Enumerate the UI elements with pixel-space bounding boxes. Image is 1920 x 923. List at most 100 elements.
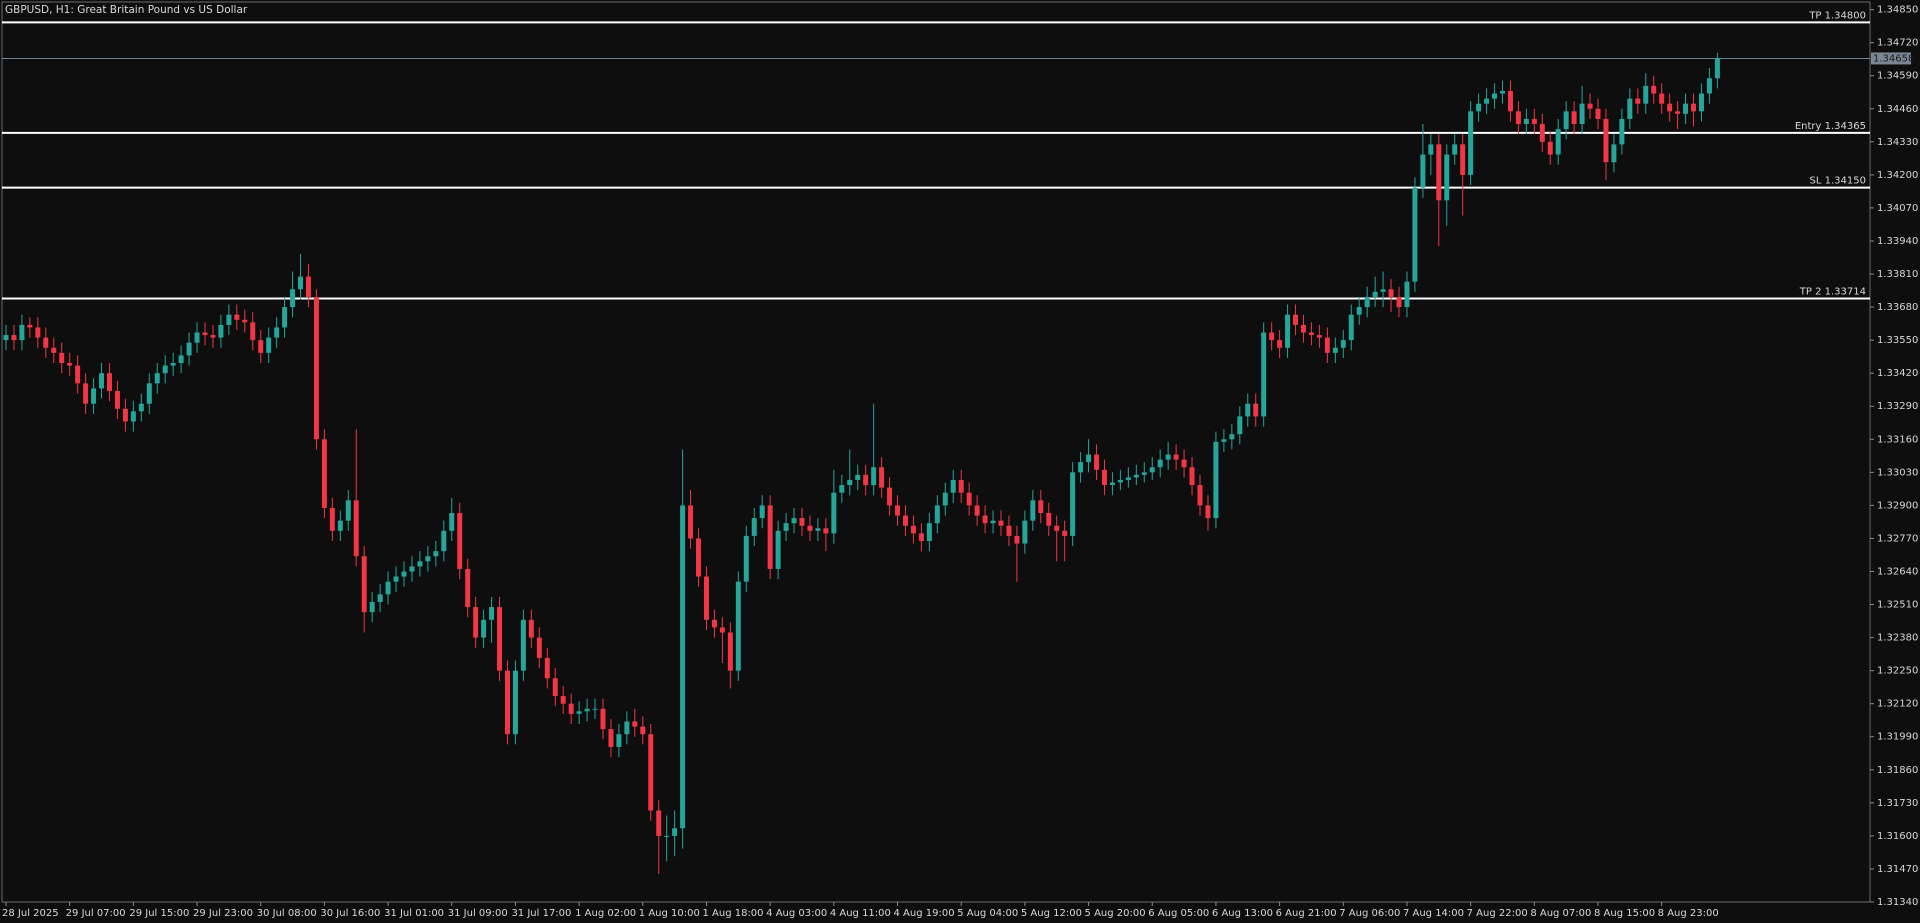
candle-body — [918, 533, 924, 541]
candle-body — [863, 474, 869, 486]
candle-body — [1555, 129, 1561, 155]
candle-body — [162, 365, 168, 374]
candle-body — [966, 492, 972, 506]
candle-body — [1157, 459, 1163, 468]
candle-body — [759, 505, 765, 519]
candle-body — [504, 670, 510, 735]
candle-body — [43, 337, 49, 348]
candle-body — [11, 335, 17, 341]
y-tick-label: 1.31340 — [1877, 897, 1918, 908]
candle-body — [1388, 289, 1394, 297]
candle-body — [1364, 296, 1370, 308]
candle-body — [1420, 154, 1426, 188]
candle-body — [202, 332, 208, 336]
candle-body — [1117, 479, 1123, 483]
x-tick-label: 31 Jul 17:00 — [511, 908, 571, 919]
candle-body — [1245, 403, 1251, 417]
candle-body — [934, 505, 940, 524]
candle-body — [1332, 347, 1338, 353]
candle-body — [1054, 525, 1060, 531]
candle-body — [1619, 118, 1625, 145]
candle-body — [600, 708, 606, 730]
x-tick-label: 6 Aug 21:00 — [1276, 908, 1337, 919]
y-tick-label: 1.31600 — [1877, 831, 1918, 842]
candle-body — [680, 505, 686, 829]
y-tick-label: 1.33160 — [1877, 434, 1918, 445]
candle-body — [815, 528, 821, 531]
y-tick-label: 1.34330 — [1877, 137, 1918, 148]
candle-body — [950, 479, 956, 493]
candle-body — [99, 373, 105, 389]
candle-body — [1078, 462, 1084, 473]
candle-body — [154, 373, 160, 384]
candle-body — [1396, 296, 1402, 308]
candle-body — [186, 342, 192, 356]
candle-body — [106, 373, 112, 391]
candle-body — [711, 619, 717, 628]
x-tick-label: 7 Aug 06:00 — [1339, 908, 1400, 919]
candle-body — [425, 556, 431, 562]
candle-body — [1109, 482, 1115, 486]
y-tick-label: 1.31730 — [1877, 798, 1918, 809]
candle-body — [584, 708, 590, 712]
candle-body — [298, 276, 304, 290]
candle-body — [735, 581, 741, 671]
candle-body — [847, 479, 853, 486]
candle-body — [1229, 434, 1235, 440]
candle-body — [473, 607, 479, 638]
candle-body — [982, 515, 988, 524]
candle-body — [592, 708, 598, 710]
candle-body — [337, 520, 343, 531]
candle-body — [1659, 93, 1665, 104]
x-tick-label: 31 Jul 09:00 — [448, 908, 508, 919]
candle-body — [489, 607, 495, 620]
candle-body — [1452, 144, 1458, 155]
candle-body — [1587, 103, 1593, 109]
candle-body — [664, 835, 670, 837]
candle-body — [520, 619, 526, 671]
candle-body — [1691, 103, 1697, 112]
candle-body — [1476, 103, 1482, 112]
candle-body — [783, 523, 789, 531]
candle-body — [544, 657, 550, 679]
candle-body — [879, 467, 885, 488]
candle-body — [250, 322, 256, 341]
candle-body — [1125, 477, 1131, 480]
candle-body — [1563, 111, 1569, 130]
x-tick-label: 6 Aug 13:00 — [1212, 908, 1273, 919]
candle-body — [719, 627, 725, 633]
candle-body — [210, 335, 216, 338]
candle-body — [831, 492, 837, 534]
candle-body — [512, 670, 518, 735]
candle-body — [361, 556, 367, 613]
candle-body — [1006, 525, 1012, 536]
candle-body — [1149, 467, 1155, 473]
candle-body — [194, 332, 200, 343]
candle-body — [616, 734, 622, 747]
candle-body — [1579, 103, 1585, 125]
candle-body — [1460, 144, 1466, 175]
candle-body — [1141, 472, 1147, 475]
candle-body — [1070, 472, 1076, 536]
candle-body — [1237, 416, 1243, 435]
candle-body — [1094, 454, 1100, 470]
candle-body — [433, 551, 439, 557]
candle-body — [1698, 93, 1704, 112]
candle-body — [1683, 103, 1689, 114]
candle-body — [1675, 111, 1681, 114]
candle-body — [743, 535, 749, 582]
candle-body — [1468, 111, 1474, 175]
candle-body — [1484, 98, 1490, 104]
candle-body — [83, 383, 89, 404]
candle-body — [648, 734, 654, 811]
candle-body — [274, 327, 280, 338]
y-tick-label: 1.31860 — [1877, 765, 1918, 776]
candle-body — [305, 276, 311, 297]
candle-body — [1316, 335, 1322, 338]
candle-body — [855, 474, 861, 480]
candle-body — [1372, 291, 1378, 297]
candle-body — [481, 619, 487, 638]
candle-body — [1643, 85, 1649, 104]
x-tick-label: 6 Aug 05:00 — [1148, 908, 1209, 919]
candle-body — [656, 810, 662, 836]
